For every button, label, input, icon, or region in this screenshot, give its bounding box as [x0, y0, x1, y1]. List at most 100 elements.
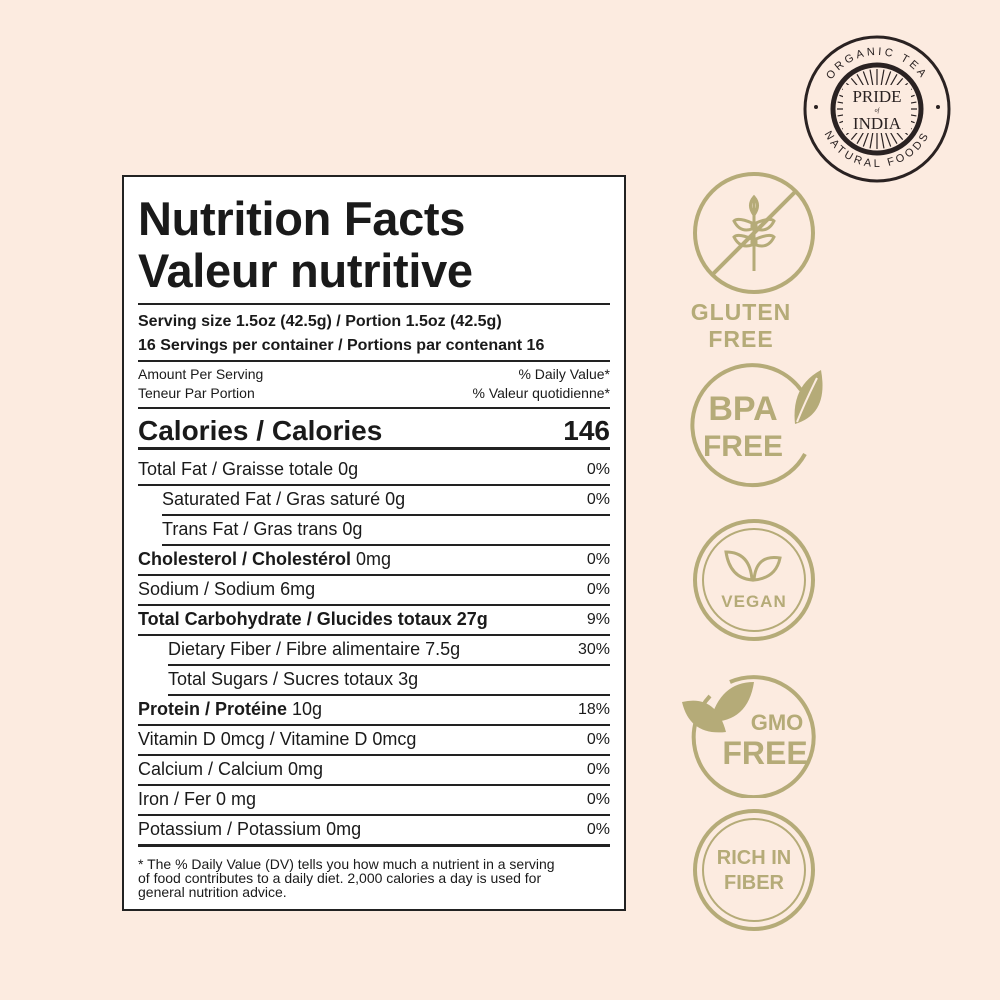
- divider: [138, 303, 610, 305]
- nutrient-row: Sodium / Sodium 6mg 0%: [138, 576, 610, 606]
- nutrient-name: Total Carbohydrate / Glucides totaux 27g: [138, 609, 488, 630]
- nutrient-row: Trans Fat / Gras trans 0g: [138, 516, 610, 546]
- badge-ring-icon: [693, 809, 815, 931]
- divider: [138, 604, 610, 606]
- badge-text: FREE: [708, 326, 774, 352]
- nutrient-row: Total Fat / Graisse totale 0g 0%: [138, 456, 610, 486]
- nutrient-name: Total Fat / Graisse totale 0g: [138, 459, 358, 480]
- nutrient-name: Iron / Fer 0 mg: [138, 789, 256, 810]
- badge-text: FREE: [702, 430, 783, 463]
- nutrient-amount: Total Sugars / Sucres totaux 3g: [168, 669, 419, 689]
- nutrient-amount: 0mg: [351, 549, 392, 569]
- divider: [138, 484, 610, 486]
- nutrient-amount: Total Fat / Graisse totale 0g: [138, 459, 359, 479]
- logo-brand-line2: INDIA: [853, 114, 902, 133]
- leaves-icon: [682, 675, 816, 800]
- divider: [138, 447, 610, 450]
- title-fr: Valeur nutritive: [138, 244, 473, 297]
- badge-text: GMO: [750, 710, 804, 735]
- badge-text: VEGAN: [721, 592, 787, 611]
- gluten-free-badge: [692, 171, 816, 300]
- nutrient-row: Protein / Protéine 10g 18%: [138, 696, 610, 726]
- brand-logo: ORGANIC TEA NATURAL FOODS PRIDE of INDIA: [803, 35, 951, 183]
- divider: [162, 544, 610, 546]
- divider: [168, 694, 610, 696]
- nutrient-row: Saturated Fat / Gras saturé 0g 0%: [138, 486, 610, 516]
- nutrient-amount: 10g: [287, 699, 323, 719]
- badge-text: GLUTEN: [690, 299, 792, 325]
- nutrition-facts-label: Nutrition Facts Valeur nutritive Serving…: [122, 175, 626, 911]
- nutrient-amount: Trans Fat / Gras trans 0g: [162, 519, 363, 539]
- divider: [138, 754, 610, 756]
- nutrient-name: Saturated Fat / Gras saturé 0g: [162, 489, 405, 510]
- nutrient-daily-value: 0%: [586, 821, 610, 838]
- divider: [162, 514, 610, 516]
- nutrient-amount: Iron / Fer 0 mg: [138, 789, 257, 809]
- nutrient-daily-value: 0%: [586, 461, 610, 478]
- divider: [138, 814, 610, 816]
- calories-value: 146: [563, 415, 610, 446]
- nutrient-name-bold: Cholesterol / Cholestérol: [138, 549, 352, 569]
- divider: [138, 407, 610, 409]
- nutrient-row: Vitamin D 0mcg / Vitamine D 0mcg 0%: [138, 726, 610, 756]
- badge-text: RICH IN: [716, 847, 792, 869]
- nutrient-amount: Potassium / Potassium 0mg: [138, 819, 362, 839]
- nutrient-amount: Saturated Fat / Gras saturé 0g: [162, 489, 406, 509]
- logo-seal-icon: ORGANIC TEA NATURAL FOODS PRIDE of INDIA: [803, 35, 951, 183]
- nutrient-amount: Vitamin D 0mcg / Vitamine D 0mcg: [138, 729, 417, 749]
- nutrient-name: Dietary Fiber / Fibre alimentaire 7.5g: [168, 639, 460, 660]
- bpa-free-badge: BPA FREE: [683, 362, 833, 497]
- badge-text: BPA: [708, 390, 778, 428]
- nutrient-amount: Dietary Fiber / Fibre alimentaire 7.5g: [168, 639, 461, 659]
- footnote: * The % Daily Value (DV) tells you how m…: [138, 857, 610, 899]
- badge-text: FIBER: [724, 872, 784, 894]
- nutrient-daily-value: 0%: [586, 551, 610, 568]
- nutrient-name: Potassium / Potassium 0mg: [138, 819, 361, 840]
- leaves-icon: [693, 519, 815, 641]
- nutrient-name: Protein / Protéine 10g: [138, 699, 322, 720]
- divider: [168, 664, 610, 666]
- nutrient-row: Total Carbohydrate / Glucides totaux 27g…: [138, 606, 610, 636]
- title-en: Nutrition Facts: [138, 192, 466, 245]
- nutrient-daily-value: 0%: [586, 581, 610, 598]
- nutrient-row: Iron / Fer 0 mg 0%: [138, 786, 610, 816]
- nutrient-amount: Calcium / Calcium 0mg: [138, 759, 324, 779]
- nutrient-daily-value: 30%: [577, 641, 610, 658]
- servings-per-container: 16 Servings per container / Portions par…: [138, 337, 545, 354]
- footnote-line: * The % Daily Value (DV) tells you how m…: [138, 856, 555, 872]
- vegan-badge: VEGAN: [692, 518, 816, 647]
- nutrient-daily-value: 0%: [586, 761, 610, 778]
- nutrient-name: Cholesterol / Cholestérol 0mg: [138, 549, 391, 570]
- gluten-free-text: GLUTEN FREE: [680, 299, 802, 353]
- nutrient-name-bold: Protein / Protéine: [138, 699, 288, 719]
- footnote-line: general nutrition advice.: [138, 884, 287, 900]
- nutrient-daily-value: 18%: [577, 701, 610, 718]
- leaf-icon: [690, 363, 823, 488]
- divider: [138, 724, 610, 726]
- rich-in-fiber-badge: RICH IN FIBER: [692, 808, 816, 937]
- nutrient-name: Total Sugars / Sucres totaux 3g: [168, 669, 418, 690]
- divider: [138, 784, 610, 786]
- footnote-line: of food contributes to a daily diet. 2,0…: [138, 870, 542, 886]
- divider: [138, 574, 610, 576]
- nutrient-name: Sodium / Sodium 6mg: [138, 579, 315, 600]
- nutrient-daily-value: 9%: [586, 611, 610, 628]
- nutrient-row: Potassium / Potassium 0mg 0%: [138, 816, 610, 846]
- amount-per-serving: Amount Per Serving: [138, 366, 264, 382]
- nutrient-row: Calcium / Calcium 0mg 0%: [138, 756, 610, 786]
- nutrient-daily-value: 0%: [586, 791, 610, 808]
- nutrient-amount: Sodium / Sodium 6mg: [138, 579, 316, 599]
- wheat-crossed-icon: [693, 172, 815, 294]
- serving-size: Serving size 1.5oz (42.5g) / Portion 1.5…: [138, 313, 502, 330]
- nutrient-daily-value: 0%: [586, 731, 610, 748]
- divider: [138, 634, 610, 636]
- nutrient-name: Vitamin D 0mcg / Vitamine D 0mcg: [138, 729, 416, 750]
- nutrient-name: Trans Fat / Gras trans 0g: [162, 519, 362, 540]
- divider: [138, 360, 610, 362]
- nutrient-row: Dietary Fiber / Fibre alimentaire 7.5g 30…: [138, 636, 610, 666]
- nutrient-row: Total Sugars / Sucres totaux 3g: [138, 666, 610, 696]
- nutrient-name-bold: Total Carbohydrate / Glucides totaux 27g: [138, 609, 488, 629]
- teneur-par-portion: Teneur Par Portion: [138, 385, 255, 401]
- nutrient-daily-value: 0%: [586, 491, 610, 508]
- valeur-quotidienne-header: % Valeur quotidienne*: [472, 385, 610, 401]
